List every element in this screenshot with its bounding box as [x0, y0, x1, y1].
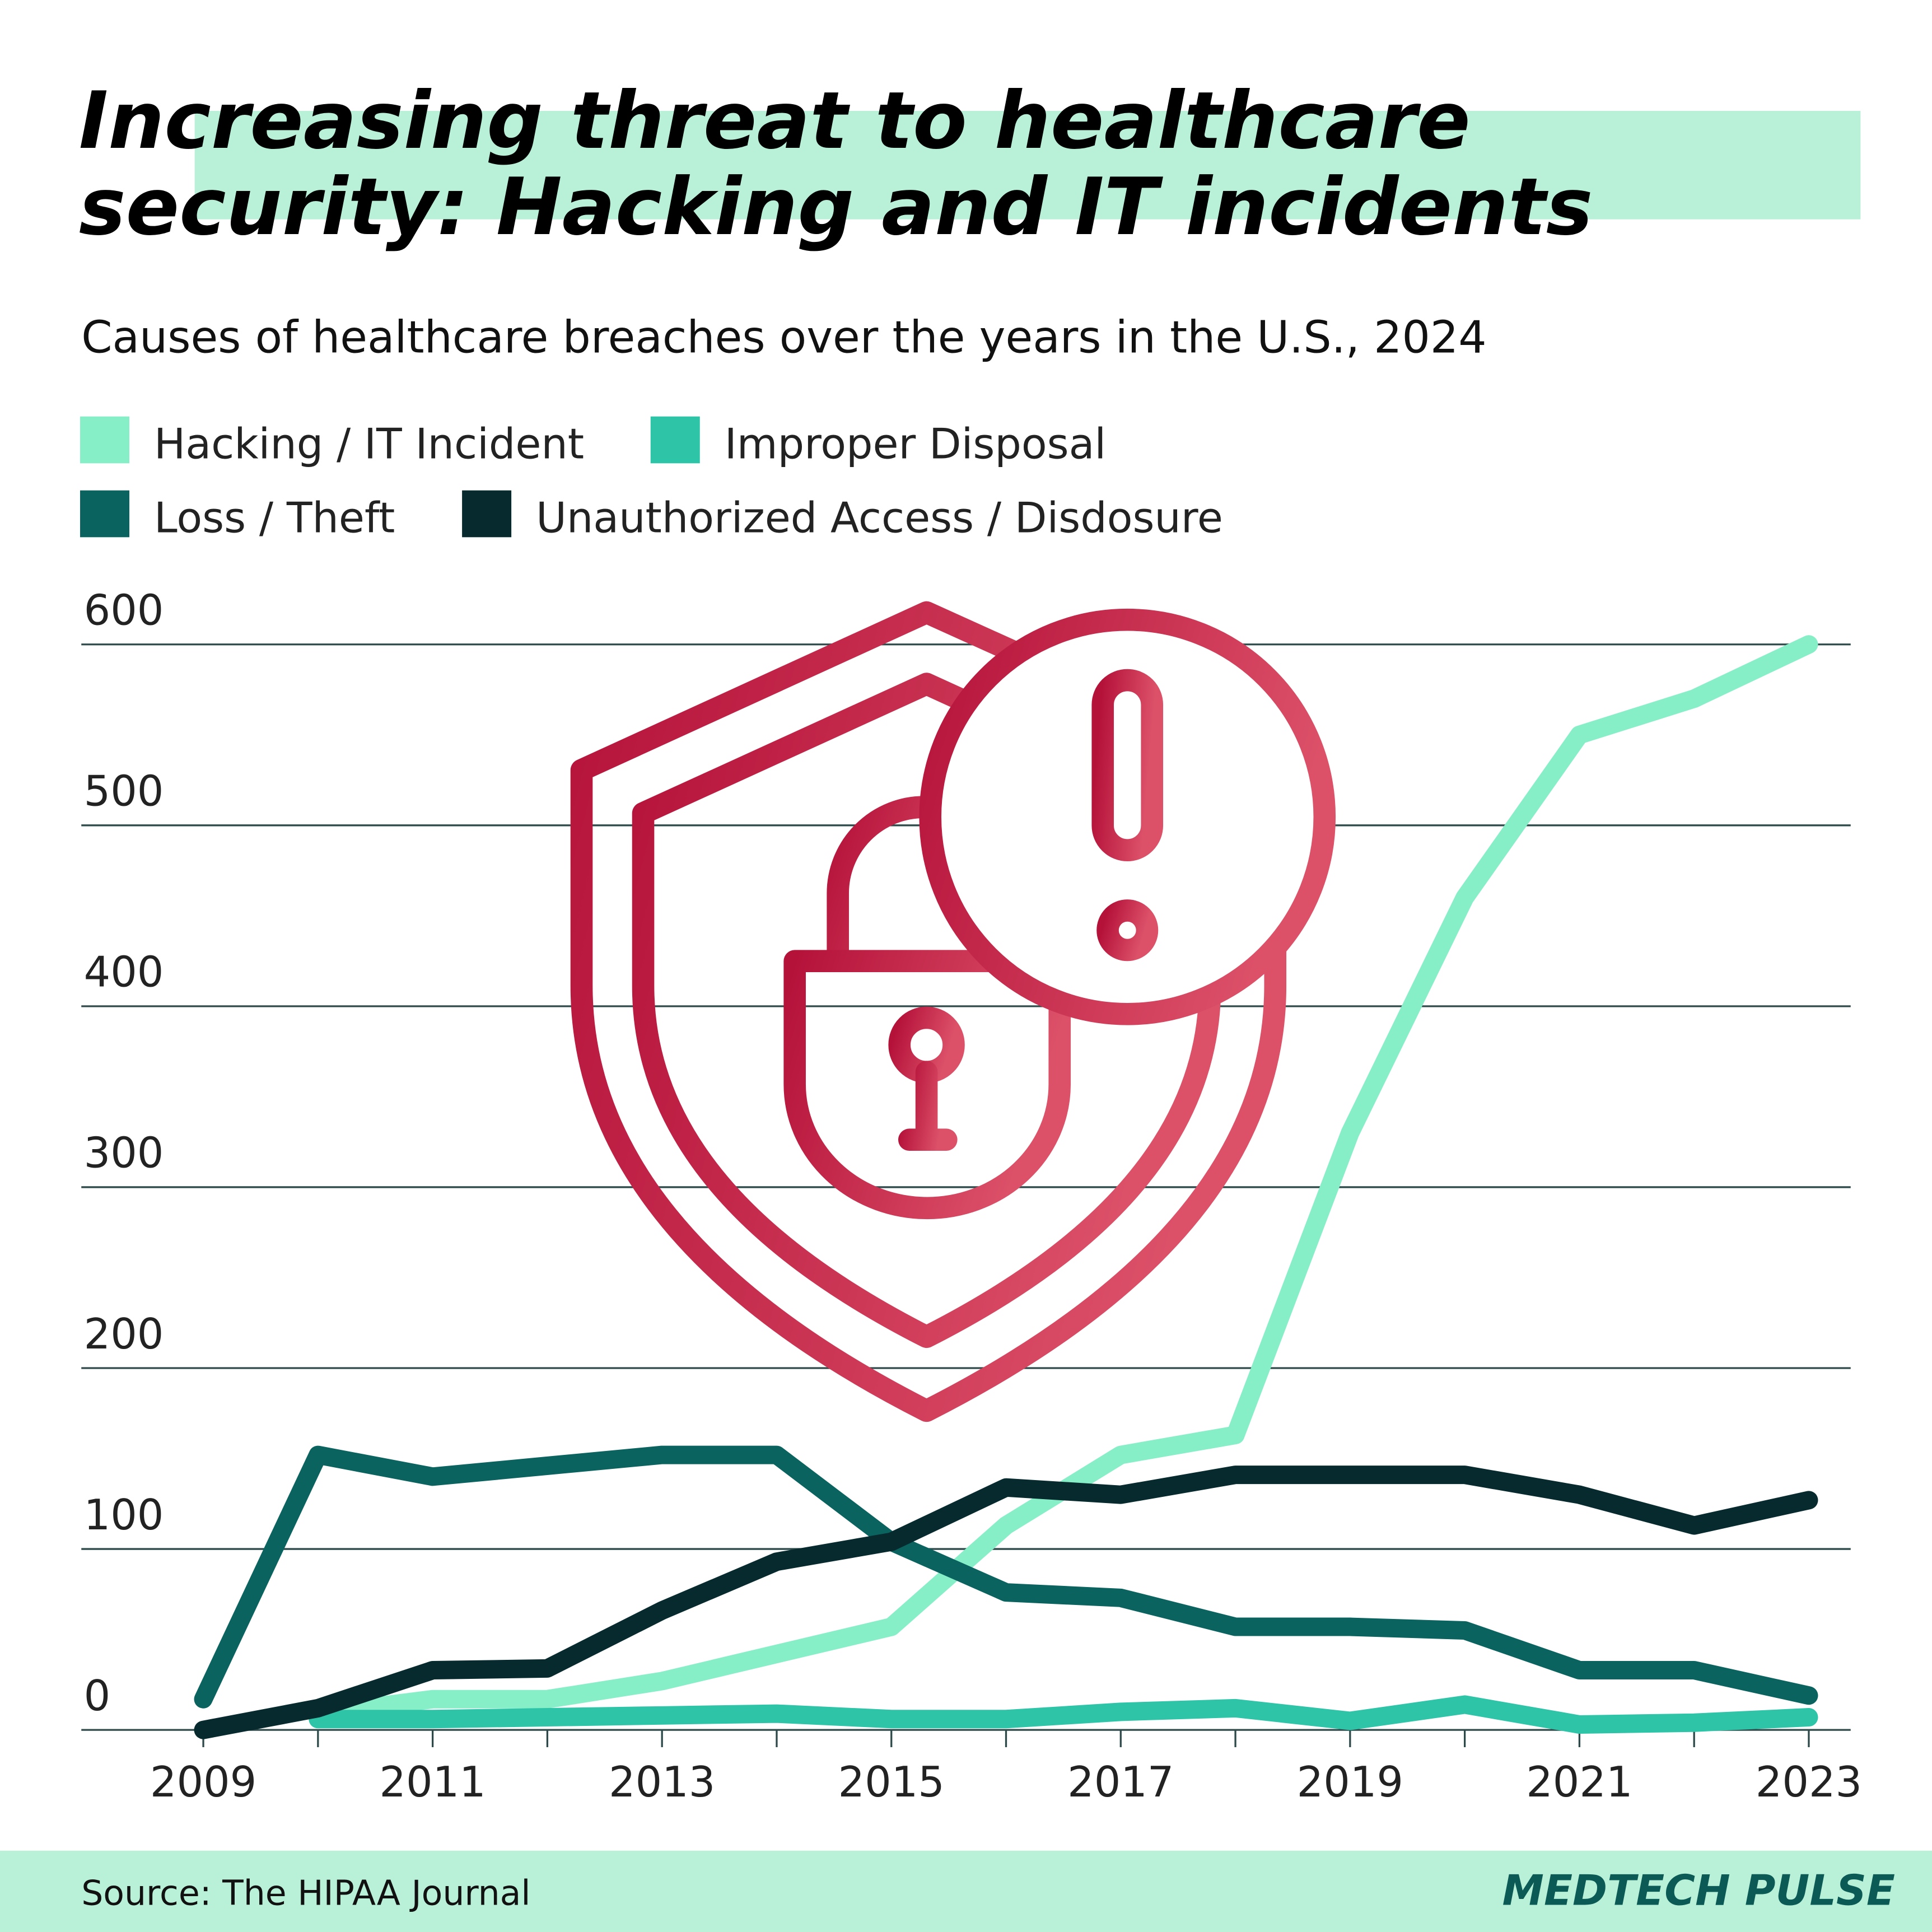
chart-title: Increasing threat to healthcare: [79, 75, 1471, 167]
shield-inner: [632, 673, 1221, 1348]
shield-icon: [570, 601, 1336, 1422]
series-line: [309, 1695, 1818, 1734]
title-highlight: [194, 111, 1861, 220]
x-tick-label: 2013: [609, 1758, 715, 1807]
legend-swatch: [80, 416, 130, 464]
shield-outer: [570, 601, 1287, 1422]
x-tick-label: 2017: [1067, 1758, 1174, 1807]
exclamation-dot: [1096, 899, 1159, 962]
x-tick-label: 2019: [1297, 1758, 1403, 1807]
legend-label: Improper Disposal: [725, 419, 1106, 468]
x-tick-label: 2011: [379, 1758, 486, 1807]
lines: [194, 635, 1818, 1739]
chart-title: security: Hacking and IT incidents: [79, 161, 1593, 253]
legend-swatch: [462, 490, 512, 538]
legend-label: Unauthorized Access / Disdosure: [536, 494, 1223, 543]
y-tick-label: 0: [84, 1672, 111, 1720]
series-line: [194, 1466, 1818, 1739]
y-tick-label: 400: [84, 948, 164, 997]
grid: 0 100 200 300 400 500 600 2009 2011 2013 2015 2017 2…: [81, 586, 1862, 1807]
exclamation-bar: [1091, 669, 1164, 861]
y-tick-label: 500: [84, 767, 164, 816]
lock-body: [783, 950, 1071, 1220]
alert-circle: [919, 608, 1336, 1025]
keyhole-stem: [898, 1061, 958, 1151]
legend: Hacking / IT Incident Improper Disposal Lo…: [80, 416, 1223, 543]
legend-label: Hacking / IT Incident: [154, 419, 584, 468]
y-tick-label: 600: [84, 586, 164, 635]
x-tick-label: 2023: [1756, 1758, 1862, 1807]
legend-swatch: [80, 490, 130, 538]
y-tick-label: 100: [84, 1491, 164, 1539]
footer-band: [0, 1850, 1932, 1932]
legend-swatch: [650, 416, 700, 464]
legend-label: Loss / Theft: [154, 494, 395, 543]
y-tick-label: 200: [84, 1310, 164, 1359]
x-tick-label: 2021: [1526, 1758, 1632, 1807]
brand: MEDTECH PULSE: [1502, 1866, 1895, 1915]
subtitle: Causes of healthcare breaches over the y…: [81, 311, 1486, 363]
x-tick-label: 2009: [150, 1758, 256, 1807]
series-line: [194, 1445, 1818, 1709]
x-tick-label: 2015: [838, 1758, 945, 1807]
source: Source: The HIPAA Journal: [81, 1873, 530, 1914]
y-tick-label: 300: [84, 1129, 164, 1178]
